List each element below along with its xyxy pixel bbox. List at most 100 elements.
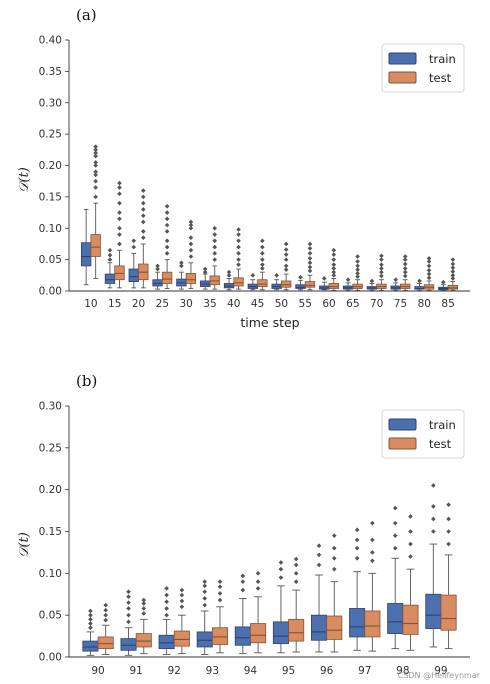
watermark: CSDN @Hellfeynmar [397, 671, 480, 680]
outlier-point [450, 269, 456, 274]
outlier-point [260, 257, 265, 262]
outlier-point [370, 537, 375, 543]
iqr-box [402, 604, 419, 635]
outlier-point [164, 229, 170, 234]
x-tick-label: 45 [251, 298, 264, 310]
iqr-box [288, 618, 305, 642]
outlier-point [117, 200, 122, 206]
y-tick-label: 0.15 [39, 526, 62, 538]
outlier-point [103, 602, 108, 608]
box-train-20 [128, 238, 139, 289]
outlier-point [355, 263, 360, 269]
outlier-point [255, 571, 261, 576]
outlier-point [226, 269, 232, 275]
box-train-25 [152, 263, 163, 290]
x-tick-label: 20 [132, 298, 145, 310]
outlier-point [450, 265, 456, 271]
outlier-point [402, 273, 408, 279]
outlier-point [283, 252, 289, 257]
box-test-95 [288, 556, 305, 653]
outlier-point [140, 194, 146, 200]
outlier-point [117, 225, 122, 231]
outlier-point [260, 251, 265, 256]
outlier-point [446, 502, 451, 508]
box-test-99 [440, 502, 457, 650]
iqr-box [97, 636, 114, 650]
iqr-box [250, 623, 267, 644]
outlier-point [93, 144, 98, 149]
legend-train-label: train [429, 52, 456, 66]
outlier-point [331, 269, 337, 275]
outlier-point [307, 256, 313, 261]
outlier-point [188, 222, 194, 228]
outlier-point [155, 263, 160, 269]
box-train-93 [196, 579, 213, 655]
outlier-point [179, 604, 185, 610]
outlier-point [126, 612, 131, 618]
outlier-point [188, 219, 194, 225]
iqr-box [196, 631, 213, 648]
outlier-point [331, 566, 337, 572]
outlier-point [88, 625, 93, 631]
panel-a-label: (a) [76, 6, 97, 24]
outlier-point [117, 185, 122, 190]
panel-b-boxes [82, 483, 457, 656]
outlier-point [236, 227, 241, 232]
iqr-box [328, 283, 339, 289]
outlier-point [164, 203, 170, 209]
outlier-point [202, 602, 208, 608]
outlier-point [140, 213, 146, 218]
outlier-point [236, 244, 241, 250]
outlier-point [379, 269, 384, 275]
outlier-point [117, 210, 122, 215]
x-tick-label: 99 [434, 665, 447, 677]
outlier-point [283, 247, 289, 252]
y-tick-label: 0.05 [39, 610, 62, 622]
outlier-point [331, 262, 337, 267]
outlier-point [93, 153, 98, 159]
box-train-40 [223, 269, 235, 291]
iqr-box [257, 279, 268, 288]
y-tick-label: 0.25 [39, 442, 62, 454]
outlier-point [93, 172, 98, 178]
outlier-point [298, 274, 303, 280]
box-train-55 [295, 274, 306, 291]
outlier-point [117, 180, 122, 186]
box-test-55 [304, 241, 316, 291]
y-tick-label: 0.30 [39, 97, 62, 109]
iqr-box [211, 627, 228, 645]
panel-a-boxes [80, 144, 459, 291]
outlier-point [379, 273, 384, 279]
outlier-point [88, 617, 93, 622]
outlier-point [331, 533, 337, 538]
box-test-93 [211, 579, 228, 654]
outlier-point [379, 266, 384, 271]
outlier-point [126, 606, 131, 611]
outlier-point [293, 571, 299, 576]
outlier-point [164, 222, 170, 228]
outlier-point [117, 191, 122, 197]
iqr-box [425, 593, 442, 629]
x-tick-label: 90 [91, 665, 104, 677]
outlier-point [188, 254, 194, 259]
outlier-point [212, 225, 218, 231]
outlier-point [307, 268, 313, 274]
y-tick-label: 0.00 [39, 286, 62, 298]
box-test-80 [423, 256, 435, 291]
box-train-45 [247, 273, 258, 291]
outlier-point [402, 257, 408, 262]
outlier-point [141, 597, 147, 603]
y-tick-label: 0.20 [39, 484, 62, 496]
outlier-point [140, 235, 146, 240]
outlier-point [240, 579, 246, 584]
outlier-point [188, 247, 194, 253]
outlier-point [212, 251, 218, 256]
y-tick-label: 0.35 [39, 66, 62, 78]
legend-train-swatch [388, 52, 417, 65]
outlier-point [103, 612, 108, 618]
outlier-point [236, 238, 241, 244]
box-test-35 [209, 225, 220, 290]
iqr-box [104, 273, 116, 284]
y-tick-label: 0.15 [39, 191, 62, 203]
